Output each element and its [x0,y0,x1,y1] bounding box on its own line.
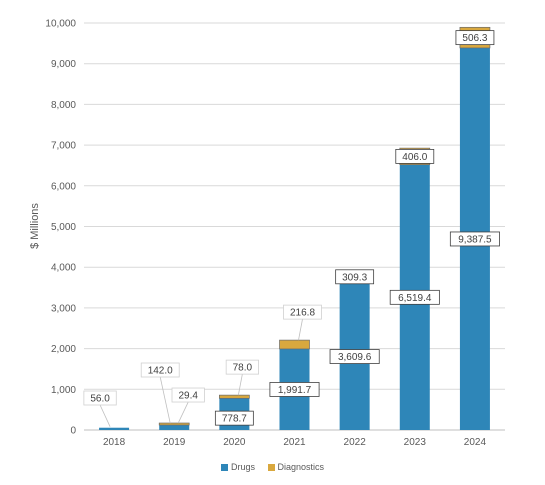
data-label-drugs-box [269,382,320,397]
x-tick-label: 2020 [223,437,246,448]
data-label-drugs-box [329,349,380,364]
y-tick-label: 3,000 [51,303,76,314]
data-label-drugs: 778.7 [214,410,254,426]
y-tick-label: 5,000 [51,222,76,233]
data-label-diagnostics-text: 309.3 [342,272,367,283]
data-label-drugs-text: 6,519.4 [398,293,432,304]
data-label-diagnostics-box [225,359,259,375]
data-label-drugs: 56.0 [83,390,117,406]
data-label-drugs: 142.0 [140,362,180,378]
leader-line [99,404,111,427]
data-label-diagnostics: 309.3 [335,269,375,285]
data-label-diagnostics-box [395,148,435,164]
x-tick-label: 2018 [103,437,126,448]
data-label-drugs-box [140,362,180,378]
x-tick-label: 2021 [283,437,306,448]
data-label-diagnostics-text: 406.0 [402,152,427,163]
legend: Drugs Diagnostics [0,462,545,473]
leader-line [298,319,303,341]
data-label-diagnostics-text: 506.3 [462,33,487,44]
y-tick-label: 2,000 [51,344,76,355]
data-label-drugs-text: 9,387.5 [458,234,492,245]
data-label-drugs: 3,609.6 [329,349,380,364]
data-label-diagnostics-box [283,304,322,320]
legend-label-drugs: Drugs [230,462,255,472]
data-label-drugs-box [389,289,440,305]
data-label-diagnostics: 78.0 [225,359,259,375]
data-label-diagnostics: 506.3 [455,30,495,46]
data-label-diagnostics-text: 216.8 [290,308,315,319]
x-axis-ticks: 2018 2019 2020 2021 2022 2023 2024 [103,437,487,448]
bar-diagnostics [279,339,310,350]
y-tick-label: 4,000 [51,263,76,274]
data-label-diagnostics-box [335,269,375,285]
data-label-drugs-box [214,410,254,426]
x-tick-label: 2024 [464,437,487,448]
x-tick-label: 2023 [404,437,427,448]
legend-item-drugs[interactable]: Drugs [220,462,255,472]
leader-line [177,401,189,424]
data-label-diagnostics-box [171,387,205,403]
bar-diagnostics [158,422,190,426]
data-label-drugs-text: 142.0 [148,366,173,377]
y-axis-title: $ Millions [29,203,41,249]
data-label-diagnostics-text: 78.0 [233,363,253,374]
data-label-diagnostics-text: 29.4 [178,391,198,402]
data-label-drugs-text: 778.7 [222,414,247,425]
data-label-drugs-text: 56.0 [90,394,110,405]
data-label-drugs: 6,519.4 [389,289,440,305]
data-label-diagnostics: 406.0 [395,148,435,164]
legend-label-diagnostics: Diagnostics [277,462,325,472]
y-tick-label: 10,000 [45,19,76,30]
x-tick-label: 2019 [163,437,186,448]
data-labels: 56.0 142.0 29.4 778.7 78.0 1,991.7 216.8 3,609.… [83,30,500,426]
bar-drugs [99,427,130,430]
data-label-drugs-box [83,390,117,406]
legend-swatch-drugs [220,463,228,471]
y-axis-ticks: 0 1,000 2,000 3,000 4,000 5,000 6,000 7,000 8,00… [45,19,76,437]
data-label-diagnostics: 29.4 [171,387,205,403]
data-label-drugs-text: 3,609.6 [338,352,372,363]
y-tick-label: 9,000 [51,59,76,70]
leader-lines [99,319,303,427]
data-label-diagnostics-box [455,30,495,46]
data-label-drugs-box [449,231,500,247]
leader-line [159,376,171,424]
y-tick-label: 8,000 [51,100,76,111]
leader-line [237,374,243,396]
data-label-diagnostics: 216.8 [283,304,322,320]
bar-drugs [159,424,190,430]
data-label-drugs-text: 1,991.7 [278,385,312,396]
y-tick-label: 7,000 [51,141,76,152]
data-label-drugs: 1,991.7 [269,382,320,397]
legend-item-diagnostics[interactable]: Diagnostics [267,462,325,472]
data-label-drugs: 9,387.5 [449,231,500,247]
y-tick-label: 0 [70,426,76,437]
x-tick-label: 2022 [344,437,367,448]
y-tick-label: 1,000 [51,385,76,396]
legend-swatch-diagnostics [267,463,275,471]
bar-diagnostics [219,394,250,399]
y-tick-label: 6,000 [51,181,76,192]
gridlines [84,22,505,431]
